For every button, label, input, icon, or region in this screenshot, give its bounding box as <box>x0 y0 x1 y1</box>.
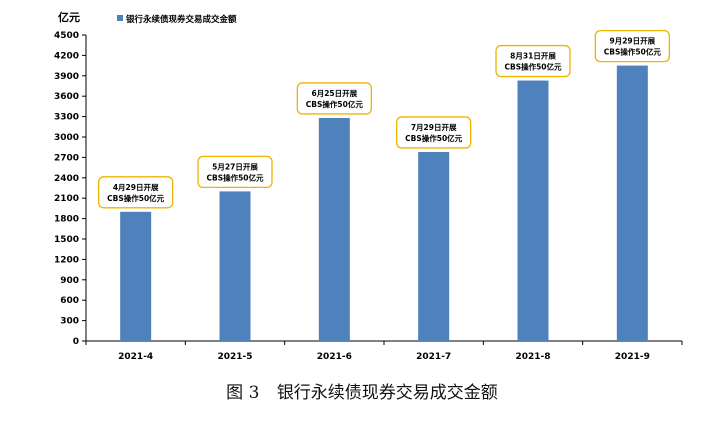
x-tick-label: 2021-5 <box>217 352 252 362</box>
bar <box>318 117 350 342</box>
y-tick-label: 0 <box>73 337 79 347</box>
figure-number: 图 3 <box>226 383 260 403</box>
y-tick-label: 600 <box>60 296 79 306</box>
annotation-date: 8月31日开展 <box>510 52 556 61</box>
annotation-amount: CBS操作50亿元 <box>504 62 562 72</box>
y-tick-label: 2700 <box>54 153 79 163</box>
y-tick-label: 4200 <box>54 51 79 61</box>
annotation-box <box>296 82 372 115</box>
y-tick-label: 3000 <box>54 133 79 143</box>
annotation-date: 5月27日开展 <box>212 162 258 171</box>
annotation-date: 9月29日开展 <box>610 37 656 46</box>
annotation-box <box>98 176 174 209</box>
x-tick-label: 2021-7 <box>416 352 451 362</box>
x-tick-label: 2021-8 <box>515 352 550 362</box>
y-tick-label: 1800 <box>54 215 79 225</box>
annotation-date: 7月29日开展 <box>411 123 457 132</box>
y-tick-label: 2400 <box>54 174 79 184</box>
y-tick-label: 3900 <box>54 72 79 82</box>
y-tick-label: 4500 <box>54 31 79 41</box>
figure-title: 银行永续债现券交易成交金额 <box>276 383 498 403</box>
y-tick-label: 1200 <box>54 255 79 265</box>
y-tick-label: 3600 <box>54 92 79 102</box>
bar <box>219 191 251 341</box>
annotation-box <box>495 44 571 78</box>
annotation-date: 6月25日开展 <box>312 89 358 98</box>
annotation-box <box>197 155 273 189</box>
y-unit-label: 亿元 <box>58 10 80 24</box>
y-tick-label: 1500 <box>54 235 79 245</box>
annotation-date: 4月29日开展 <box>113 183 159 192</box>
annotation-box <box>594 29 670 63</box>
y-tick-label: 900 <box>60 276 79 286</box>
annotation-amount: CBS操作50亿元 <box>405 133 463 143</box>
bar <box>616 65 648 341</box>
annotation-amount: CBS操作50亿元 <box>306 99 364 109</box>
legend-swatch <box>117 15 123 21</box>
annotation-amount: CBS操作50亿元 <box>604 47 662 57</box>
figure-caption: 图 3 银行永续债现券交易成交金额 <box>0 378 724 403</box>
bar <box>418 151 450 341</box>
y-tick-label: 2100 <box>54 194 79 204</box>
y-tick-label: 300 <box>60 317 79 327</box>
bar <box>517 80 549 341</box>
x-tick-label: 2021-6 <box>317 352 352 362</box>
x-tick-label: 2021-9 <box>615 352 650 362</box>
legend-label: 银行永续债现券交易成交金额 <box>125 14 237 25</box>
y-tick-label: 3300 <box>54 113 79 123</box>
annotation-box <box>396 116 472 149</box>
x-tick-label: 2021-4 <box>118 352 153 362</box>
annotation-amount: CBS操作50亿元 <box>206 172 264 182</box>
bar <box>120 211 152 341</box>
annotation-amount: CBS操作50亿元 <box>107 193 165 203</box>
